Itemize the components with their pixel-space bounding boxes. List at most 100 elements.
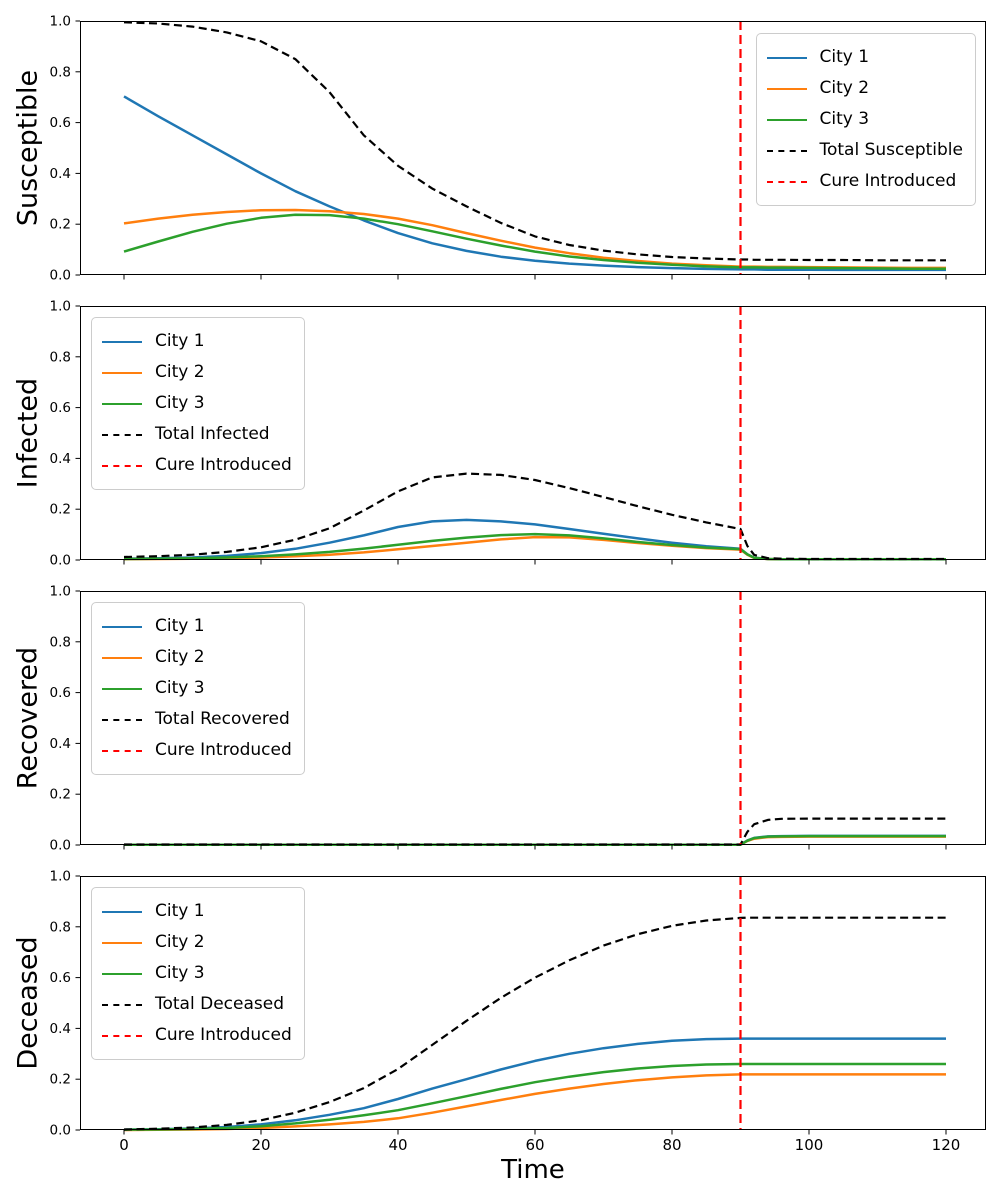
y-tick-label: 0.6	[50, 970, 71, 986]
panel-susceptible: 0.0 0.2 0.4 0.6 0.8 1.0 Susceptible City 1 Cit…	[13, 14, 986, 284]
legend-entry-label: City 1	[155, 331, 205, 351]
series-line-total-deceased	[123, 916, 946, 1131]
y-tick-label: 0.0	[50, 838, 71, 854]
susceptible-plot-area: 0.0 0.2 0.4 0.6 0.8 1.0	[50, 14, 986, 284]
legend-entry-label: City 1	[819, 47, 870, 67]
x-tick-label: 80	[662, 1136, 681, 1154]
legend-deceased: City 1 City 2 City 3 Total Deceased Cure Int…	[91, 887, 305, 1060]
legend-entry: Total Recovered	[102, 704, 292, 735]
deceased-plot-area: 0.0 0.2 0.4 0.6 0.8 1.0 0 20 40 60 80 100 120	[50, 869, 986, 1154]
y-axis-label-deceased: Deceased	[12, 936, 44, 1070]
legend-line-sample	[102, 371, 142, 374]
legend-entry-label: Cure Introduced	[155, 1025, 292, 1045]
y-tick-label: 1.0	[50, 14, 71, 30]
recovered-plot-area: 0.0 0.2 0.4 0.6 0.8 1.0	[50, 584, 986, 854]
axes-frame	[80, 21, 986, 275]
legend-line-sample	[102, 402, 142, 405]
legend-line-sample	[102, 433, 142, 436]
y-tick-label: 0.4	[50, 1021, 71, 1037]
infected-plot-area: 0.0 0.2 0.4 0.6 0.8 1.0	[50, 299, 986, 569]
y-tick-label: 0.4	[50, 736, 71, 752]
y-tick-label: 0.8	[50, 349, 71, 365]
x-tick-label: 60	[525, 1136, 544, 1154]
legend-entry: Total Deceased	[102, 989, 292, 1020]
y-tick-label: 0.2	[50, 1072, 71, 1088]
legend-entry: Total Infected	[102, 419, 292, 450]
series-line-city-1	[123, 518, 946, 561]
axes-frame	[80, 876, 986, 1130]
series-line-city-1	[123, 95, 946, 272]
axes-frame	[80, 591, 986, 845]
legend-entry-label: Cure Introduced	[819, 171, 957, 191]
series-line-city-3	[123, 213, 946, 270]
panel-deceased: 0.0 0.2 0.4 0.6 0.8 1.0 0 20 40 60 80 100 120 Deceas…	[13, 869, 986, 1154]
y-tick-label: 0.4	[50, 166, 71, 182]
legend-entry-label: City 3	[819, 109, 870, 129]
legend-entry-label: City 3	[155, 678, 205, 698]
legend-entry: City 3	[102, 388, 292, 419]
legend-entry: City 2	[102, 927, 292, 958]
legend-line-sample	[102, 1003, 142, 1006]
legend-entry-label: Total Susceptible	[819, 140, 964, 160]
legend-entry-label: Cure Introduced	[155, 740, 292, 760]
legend-entry-label: City 3	[155, 393, 205, 413]
series-line-total-infected	[123, 472, 946, 561]
y-axis-label-infected: Infected	[12, 377, 44, 489]
legend-entry: Total Susceptible	[766, 135, 964, 166]
legend-entry: City 2	[102, 642, 292, 673]
x-tick-label: 20	[251, 1136, 270, 1154]
x-tick-label: 100	[795, 1136, 824, 1154]
legend-entry: Cure Introduced	[102, 450, 292, 481]
legend-line-sample	[102, 340, 142, 343]
series-line-total-susceptible	[123, 21, 946, 262]
legend-recovered: City 1 City 2 City 3 Total Recovered Cure In…	[91, 602, 305, 775]
legend-line-sample	[102, 464, 142, 467]
legend-entry: City 2	[766, 73, 964, 104]
y-tick-label: 1.0	[50, 869, 71, 885]
panel-recovered: 0.0 0.2 0.4 0.6 0.8 1.0 Recovered City 1 City …	[13, 584, 986, 854]
legend-entry: City 3	[766, 104, 964, 135]
legend-line-sample	[102, 718, 142, 721]
y-tick-label: 0.2	[50, 217, 71, 233]
legend-entry-label: City 2	[819, 78, 870, 98]
legend-entry-label: City 2	[155, 932, 205, 952]
legend-entry: City 3	[102, 958, 292, 989]
y-tick-label: 0.6	[50, 685, 71, 701]
legend-entry: Cure Introduced	[102, 1020, 292, 1051]
legend-line-sample	[102, 972, 142, 975]
series-line-city-2	[123, 1073, 946, 1132]
legend-line-sample	[102, 687, 142, 690]
legend-entry-label: City 2	[155, 647, 205, 667]
axes-frame	[80, 306, 986, 560]
legend-entry: City 1	[102, 326, 292, 357]
y-tick-label: 0.4	[50, 451, 71, 467]
y-tick-label: 0.2	[50, 787, 71, 803]
y-tick-label: 0.0	[50, 1123, 71, 1139]
y-tick-label: 0.0	[50, 553, 71, 569]
x-axis-label-time: Time	[501, 1155, 565, 1185]
y-tick-label: 0.6	[50, 115, 71, 131]
legend-line-sample	[766, 87, 807, 90]
legend-line-sample	[102, 625, 142, 628]
y-tick-label: 0.8	[50, 64, 71, 80]
legend-line-sample	[102, 1034, 142, 1037]
legend-entry-label: Total Recovered	[155, 709, 290, 729]
x-tick-label: 120	[932, 1136, 961, 1154]
legend-entry: City 2	[102, 357, 292, 388]
legend-entry-label: City 1	[155, 901, 205, 921]
legend-infected: City 1 City 2 City 3 Total Infected Cure Int…	[91, 317, 305, 490]
series-line-total-recovered	[124, 817, 946, 846]
y-tick-label: 0.8	[50, 634, 71, 650]
legend-line-sample	[766, 118, 807, 121]
legend-line-sample	[102, 941, 142, 944]
legend-line-sample	[766, 180, 807, 183]
panel-infected: 0.0 0.2 0.4 0.6 0.8 1.0 Infected City 1 City 2…	[13, 299, 986, 569]
legend-entry-label: City 1	[155, 616, 205, 636]
y-tick-label: 0.8	[50, 919, 71, 935]
legend-entry: City 1	[102, 896, 292, 927]
y-tick-label: 1.0	[50, 299, 71, 315]
legend-line-sample	[766, 56, 807, 59]
legend-susceptible: City 1 City 2 City 3 Total Susceptible Cure …	[755, 33, 976, 206]
y-axis-label-recovered: Recovered	[12, 646, 44, 790]
